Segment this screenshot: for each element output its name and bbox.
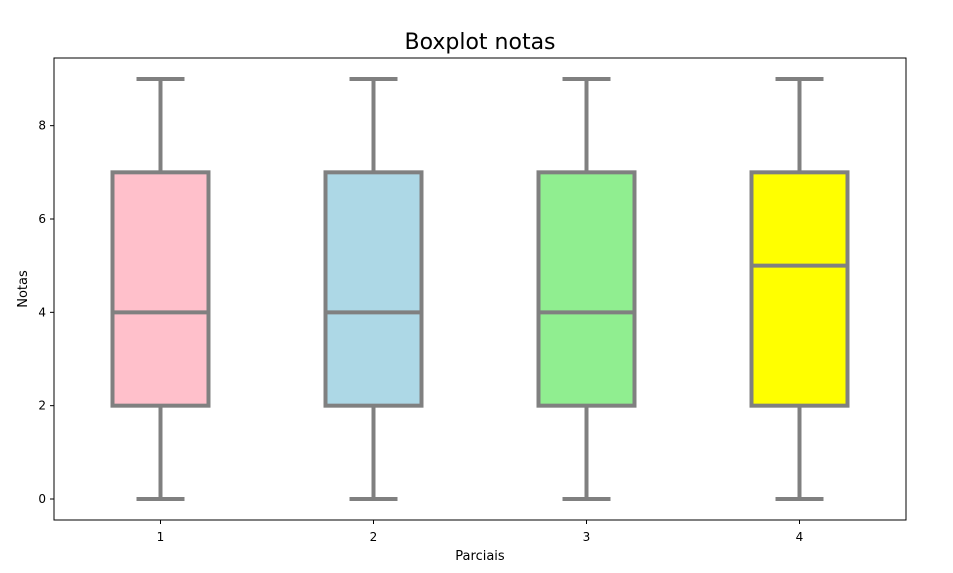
box-body xyxy=(749,170,850,408)
x-axis: 1 2 3 4 xyxy=(157,520,804,544)
y-tick-label: 6 xyxy=(38,212,46,226)
chart-title: Boxplot notas xyxy=(404,30,555,55)
box-2 xyxy=(323,77,424,501)
y-axis-label: Notas xyxy=(16,270,31,308)
box-body xyxy=(536,170,637,408)
plot-area-frame xyxy=(53,57,907,521)
y-tick-label: 2 xyxy=(38,399,46,413)
box-4 xyxy=(749,77,850,501)
x-tick-label: 2 xyxy=(370,530,378,544)
x-tick-label: 4 xyxy=(796,530,804,544)
box-body xyxy=(323,170,424,408)
y-tick-label: 0 xyxy=(38,492,46,506)
x-axis-label: Parciais xyxy=(455,549,505,564)
y-axis: 0 2 4 6 8 xyxy=(38,119,54,506)
box-3 xyxy=(536,77,637,501)
box-body xyxy=(110,170,211,408)
boxes-group xyxy=(110,77,850,501)
x-tick-label: 1 xyxy=(157,530,165,544)
y-tick-label: 8 xyxy=(38,119,46,133)
x-tick-label: 3 xyxy=(583,530,591,544)
box-1 xyxy=(110,77,211,501)
y-tick-label: 4 xyxy=(38,305,46,319)
